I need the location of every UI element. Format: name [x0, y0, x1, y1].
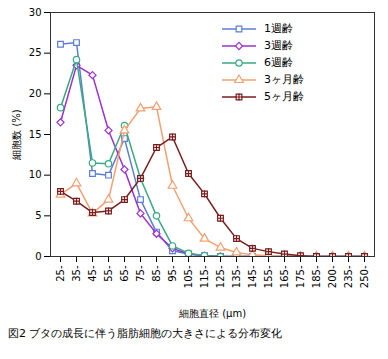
html-text:5ヶ月齢: 5ヶ月齢	[264, 90, 304, 103]
svg-text:25: 25	[29, 47, 42, 58]
html-text:1週齢: 1週齢	[264, 22, 293, 35]
svg-text:15: 15	[29, 129, 42, 140]
svg-text:25-: 25-	[55, 265, 66, 282]
svg-text:185-: 185-	[311, 265, 322, 288]
svg-text:200-: 200-	[327, 265, 338, 288]
svg-text:55-: 55-	[103, 265, 114, 282]
svg-text:10: 10	[29, 169, 42, 180]
svg-text:20: 20	[29, 88, 42, 99]
svg-text:235-: 235-	[343, 265, 354, 288]
svg-text:85-: 85-	[151, 265, 162, 282]
svg-text:35-: 35-	[71, 265, 82, 282]
svg-text:175-: 175-	[295, 265, 306, 288]
svg-text:250-: 250-	[359, 265, 370, 288]
svg-text:65-: 65-	[119, 265, 130, 282]
svg-text:105-: 105-	[183, 265, 194, 288]
svg-text:125-: 125-	[215, 265, 226, 288]
svg-text:95-: 95-	[167, 265, 178, 282]
svg-text:細胞数 (%): 細胞数 (%)	[11, 109, 22, 161]
svg-text:165-: 165-	[279, 265, 290, 288]
html-text:図2 ブタの成長に伴う脂肪細胞の大きさによる分布変化: 図2 ブタの成長に伴う脂肪細胞の大きさによる分布変化	[8, 327, 283, 340]
svg-text:75-: 75-	[135, 265, 146, 282]
svg-text:145-: 145-	[247, 265, 258, 288]
svg-text:155-: 155-	[263, 265, 274, 288]
svg-text:0: 0	[35, 251, 41, 262]
html-text:6週齢: 6週齢	[264, 56, 293, 69]
svg-text:30: 30	[29, 7, 42, 18]
svg-text:45-: 45-	[87, 265, 98, 282]
svg-text:115-: 115-	[199, 265, 210, 288]
html-text:3週齢: 3週齢	[264, 39, 293, 52]
svg-text:細胞直径 (μm): 細胞直径 (μm)	[178, 308, 246, 319]
svg-text:5: 5	[35, 210, 41, 221]
svg-text:135-: 135-	[231, 265, 242, 288]
html-text:3ヶ月齢: 3ヶ月齢	[264, 73, 304, 86]
